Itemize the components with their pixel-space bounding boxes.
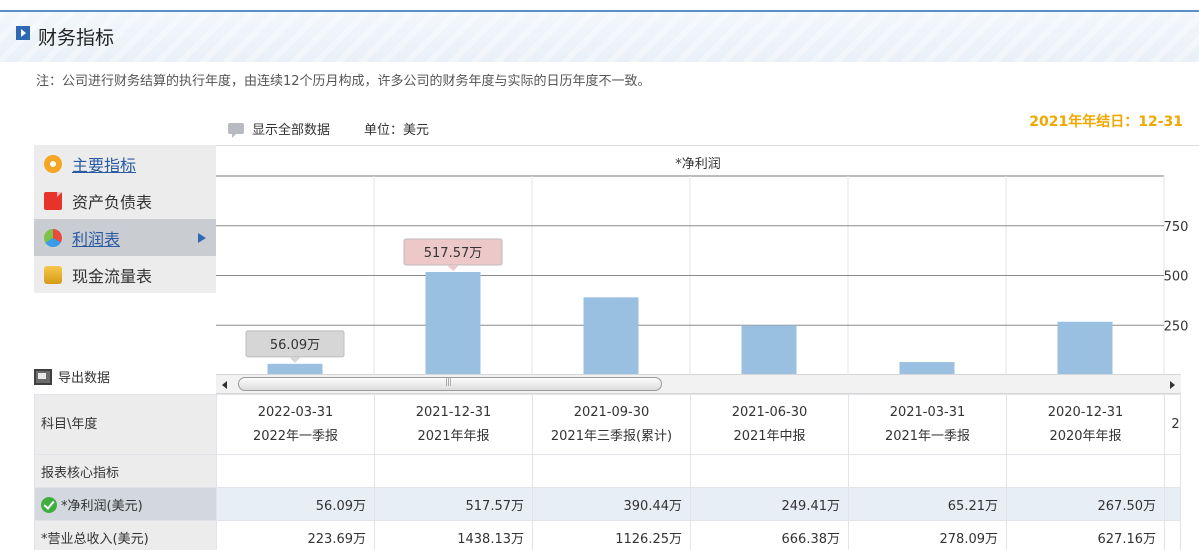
- table-cell: 249.41万: [690, 487, 849, 521]
- period-name: 2021年年报: [417, 428, 490, 444]
- period-name: 2020年年报: [1049, 428, 1122, 444]
- menu-item-label: 利润表: [72, 229, 121, 249]
- tooltip-label: 517.57万: [424, 246, 483, 261]
- period-date: 2022-03-31: [257, 404, 334, 420]
- chart-toolbar: 显示全部数据 单位：美元: [228, 119, 429, 138]
- period-date: 2021-06-30: [731, 404, 808, 420]
- menu-item-main-indicators[interactable]: 主要指标: [34, 145, 216, 182]
- unit-label: 单位：美元: [364, 123, 430, 138]
- table-cell: 666.38万: [690, 520, 849, 550]
- menu-item-label: 主要指标: [72, 155, 137, 175]
- bar: [899, 362, 955, 375]
- table-cell: 517.57万: [374, 487, 533, 521]
- chevron-right-icon: [198, 233, 206, 243]
- fiscal-year-end: 2021年年结日：12-31: [1029, 114, 1183, 130]
- bar: [425, 272, 481, 375]
- table-cell: [848, 454, 1007, 488]
- menu-item-label: 资产负债表: [72, 192, 153, 212]
- table-cell: [1006, 454, 1165, 488]
- period-date: 2021-09-30: [573, 404, 650, 420]
- table-cell: [1164, 454, 1181, 488]
- table-header-row: 科目\年度 2022-03-31 2022年一季报 2021-12-31 2021年…: [34, 394, 1181, 455]
- document-icon: [44, 191, 62, 210]
- export-data-button[interactable]: 导出数据: [34, 367, 110, 386]
- section-label: 报表核心指标: [34, 454, 217, 488]
- table-row[interactable]: *营业总收入(美元) 223.69万 1438.13万 1126.25万 666…: [34, 520, 1181, 550]
- section-title: 财务指标: [38, 27, 115, 49]
- comment-icon[interactable]: [228, 123, 244, 138]
- period-header[interactable]: 2021-09-30 2021年三季报(累计): [532, 394, 691, 455]
- pie-icon: [44, 228, 62, 247]
- table-section-row: 报表核心指标: [34, 454, 1181, 488]
- table-cell: 627.16万: [1006, 520, 1165, 550]
- table-cell: [532, 454, 691, 488]
- fiscal-note: 注：公司进行财务结算的执行年度，由连续12个历月构成，许多公司的财务年度与实际的…: [36, 74, 651, 89]
- period-header-partial: 2: [1164, 394, 1181, 455]
- table-corner: 科目\年度: [34, 394, 217, 455]
- flower-icon: [44, 154, 62, 173]
- bar: [583, 297, 639, 375]
- row-label: *净利润(美元): [34, 487, 217, 521]
- menu-item-cash-flow[interactable]: 现金流量表: [34, 256, 216, 293]
- period-name: 2021年中报: [733, 428, 806, 444]
- period-header[interactable]: 2022-03-31 2022年一季报: [216, 394, 375, 455]
- chart-svg: 250 500 750 56.09万 517.57万: [216, 175, 1189, 375]
- period-header[interactable]: 2021-03-31 2021年一季报: [848, 394, 1007, 455]
- row-label-text: *净利润(美元): [61, 498, 143, 514]
- tooltip-pointer: [289, 356, 301, 363]
- table-cell: 65.21万: [848, 487, 1007, 521]
- financial-table: 科目\年度 2022-03-31 2022年一季报 2021-12-31 2021年…: [34, 394, 1181, 550]
- scroll-right-icon[interactable]: [1170, 381, 1175, 389]
- period-name: 2021年三季报(累计): [550, 428, 673, 444]
- tooltip-label: 56.09万: [270, 338, 320, 353]
- period-date: 2021-12-31: [415, 404, 492, 420]
- check-icon: [41, 496, 57, 513]
- period-name: 2021年一季报: [884, 428, 971, 444]
- period-name: 2022年一季报: [252, 428, 339, 444]
- table-cell: [374, 454, 533, 488]
- table-cell: 278.09万: [848, 520, 1007, 550]
- coins-icon: [44, 265, 62, 284]
- bar: [1057, 321, 1113, 375]
- table-row[interactable]: *净利润(美元) 56.09万 517.57万 390.44万 249.41万 …: [34, 487, 1181, 521]
- row-label: *营业总收入(美元): [34, 520, 217, 550]
- report-menu: 主要指标 资产负债表 利润表 现金流量表: [34, 145, 216, 293]
- net-profit-chart: *净利润 250 500 750 56.09万 517.57万: [216, 145, 1199, 375]
- period-header[interactable]: 2021-12-31 2021年年报: [374, 394, 533, 455]
- scrollbar-thumb[interactable]: [238, 377, 662, 391]
- bar: [267, 363, 323, 375]
- export-icon: [34, 368, 52, 385]
- expand-arrow-icon[interactable]: [16, 26, 30, 40]
- table-cell: 1126.25万: [532, 520, 691, 550]
- tooltip-box: [245, 330, 345, 358]
- section-header: 财务指标: [0, 10, 1199, 62]
- scroll-left-icon[interactable]: [222, 381, 227, 389]
- period-date: 2021-03-31: [889, 404, 966, 420]
- period-date: 2020-12-31: [1047, 404, 1124, 420]
- chart-title: *净利润: [675, 157, 721, 172]
- show-all-data-link[interactable]: 显示全部数据: [252, 123, 331, 138]
- table-cell: 223.69万: [216, 520, 375, 550]
- header-stripes: [0, 12, 1199, 62]
- menu-item-label: 现金流量表: [72, 266, 153, 286]
- bar: [741, 325, 797, 375]
- table-cell: 56.09万: [216, 487, 375, 521]
- chart-scrollbar[interactable]: [216, 374, 1181, 394]
- period-header[interactable]: 2021-06-30 2021年中报: [690, 394, 849, 455]
- table-cell: [690, 454, 849, 488]
- y-tick-label: 250: [1164, 319, 1189, 334]
- table-cell: [1164, 520, 1181, 550]
- period-header[interactable]: 2020-12-31 2020年年报: [1006, 394, 1165, 455]
- table-cell: 390.44万: [532, 487, 691, 521]
- tooltip-pointer: [447, 265, 459, 272]
- table-cell: 267.50万: [1006, 487, 1165, 521]
- y-tick-label: 500: [1164, 270, 1189, 285]
- menu-item-balance-sheet[interactable]: 资产负债表: [34, 182, 216, 219]
- export-label: 导出数据: [58, 371, 111, 386]
- menu-item-income-statement[interactable]: 利润表: [34, 219, 216, 256]
- table-cell: 1438.13万: [374, 520, 533, 550]
- table-cell: [1164, 487, 1181, 521]
- table-cell: [216, 454, 375, 488]
- y-tick-label: 750: [1164, 220, 1189, 235]
